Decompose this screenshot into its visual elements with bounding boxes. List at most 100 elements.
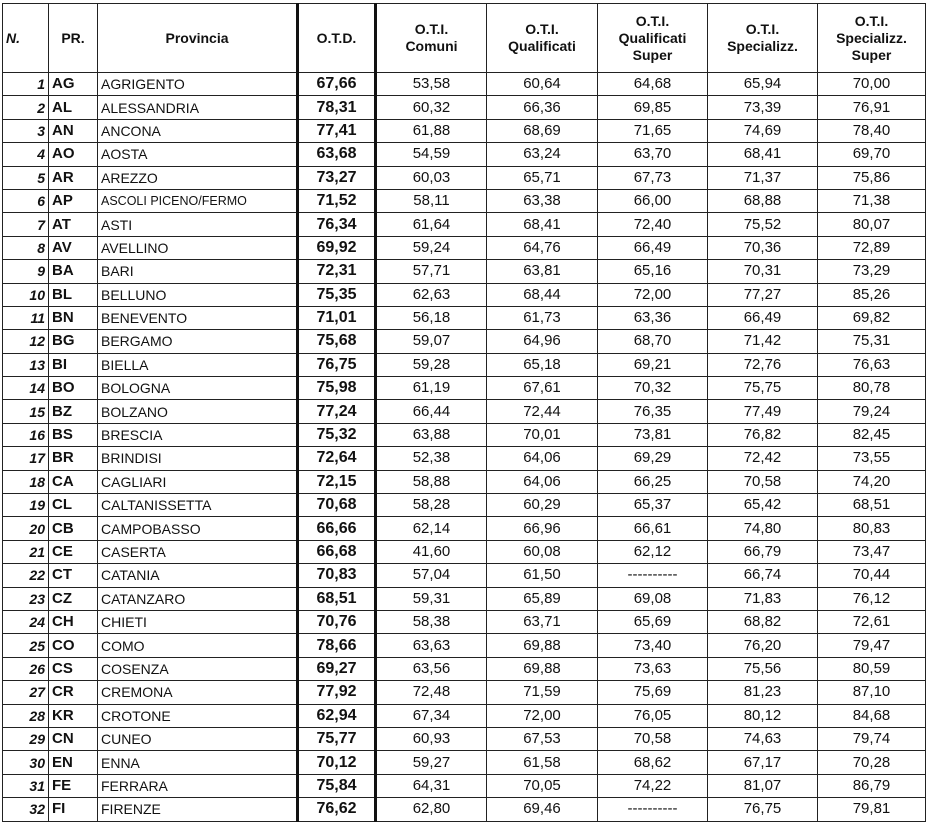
- cell-oti-specializzati-super: 85,26: [817, 282, 926, 307]
- cell-otd: 76,62: [296, 797, 377, 822]
- cell-number: 18: [2, 469, 49, 495]
- table-row: 2 AL ALESSANDRIA 78,31 60,32 66,36 69,85 73,39 7…: [2, 95, 926, 120]
- cell-province: BIELLA: [97, 352, 298, 378]
- cell-oti-qualificati-super: 75,69: [597, 680, 708, 705]
- cell-province: BRINDISI: [97, 446, 298, 471]
- cell-oti-specializzati: 73,39: [707, 95, 818, 120]
- table-row: 14 BO BOLOGNA 75,98 61,19 67,61 70,32 75,75 80,7…: [2, 376, 926, 401]
- cell-otd: 77,92: [296, 680, 377, 705]
- cell-province-code: CE: [48, 539, 98, 565]
- cell-province-code: CT: [48, 563, 98, 588]
- cell-oti-qualificati-super: 65,16: [597, 259, 708, 284]
- cell-oti-qualificati-super: 68,62: [597, 750, 708, 775]
- cell-oti-qualificati: 67,53: [486, 726, 598, 752]
- cell-province: ASTI: [97, 212, 298, 237]
- cell-oti-qualificati-super: 64,68: [597, 71, 708, 97]
- cell-province: CAGLIARI: [97, 469, 298, 495]
- cell-oti-specializzati-super: 73,55: [817, 446, 926, 471]
- cell-number: 16: [2, 422, 49, 448]
- cell-oti-specializzati: 68,41: [707, 142, 818, 167]
- cell-province: FIRENZE: [97, 797, 298, 822]
- cell-oti-qualificati: 65,71: [486, 165, 598, 190]
- cell-province: AOSTA: [97, 142, 298, 167]
- cell-oti-qualificati: 72,00: [486, 703, 598, 728]
- table-row: 13 BI BIELLA 76,75 59,28 65,18 69,21 72,76 76,63: [2, 352, 926, 378]
- cell-oti-specializzati-super: 73,47: [817, 539, 926, 565]
- cell-province: CROTONE: [97, 703, 298, 728]
- cell-oti-specializzati: 72,76: [707, 352, 818, 378]
- cell-oti-qualificati: 68,44: [486, 282, 598, 307]
- cell-oti-comuni: 59,28: [375, 352, 487, 378]
- cell-oti-specializzati-super: 68,51: [817, 493, 926, 518]
- cell-number: 27: [2, 680, 49, 705]
- cell-oti-specializzati: 68,82: [707, 609, 818, 635]
- table-row: 6 AP ASCOLI PICENO/FERMO 71,52 58,11 63,38 66,…: [2, 188, 926, 214]
- table-row: 7 AT ASTI 76,34 61,64 68,41 72,40 75,52 80,07: [2, 212, 926, 237]
- cell-oti-comuni: 41,60: [375, 539, 487, 565]
- cell-province-code: AO: [48, 142, 98, 167]
- cell-oti-specializzati: 80,12: [707, 703, 818, 728]
- cell-number: 32: [2, 797, 49, 822]
- cell-province: ASCOLI PICENO/FERMO: [97, 188, 298, 214]
- cell-province-code: AV: [48, 235, 98, 261]
- table-row: 27 CR CREMONA 77,92 72,48 71,59 75,69 81,23 87,1…: [2, 680, 926, 705]
- cell-province-code: CZ: [48, 586, 98, 611]
- cell-oti-specializzati: 76,75: [707, 797, 818, 822]
- cell-oti-qualificati-super: 72,00: [597, 282, 708, 307]
- cell-oti-qualificati-super: 63,70: [597, 142, 708, 167]
- cell-oti-specializzati-super: 75,86: [817, 165, 926, 190]
- cell-oti-specializzati: 77,27: [707, 282, 818, 307]
- cell-province-code: KR: [48, 703, 98, 728]
- cell-oti-specializzati-super: 79,74: [817, 726, 926, 752]
- cell-oti-qualificati-super: 66,49: [597, 235, 708, 261]
- cell-oti-specializzati-super: 71,38: [817, 188, 926, 214]
- cell-oti-specializzati: 66,74: [707, 563, 818, 588]
- cell-province: CATANIA: [97, 563, 298, 588]
- cell-oti-comuni: 59,31: [375, 586, 487, 611]
- cell-oti-comuni: 52,38: [375, 446, 487, 471]
- table-row: 17 BR BRINDISI 72,64 52,38 64,06 69,29 72,42 73,…: [2, 446, 926, 471]
- table-row: 9 BA BARI 72,31 57,71 63,81 65,16 70,31 73,29: [2, 259, 926, 284]
- cell-oti-qualificati-super: 66,61: [597, 516, 708, 541]
- cell-oti-qualificati-super: 69,85: [597, 95, 708, 120]
- table-row: 10 BL BELLUNO 75,35 62,63 68,44 72,00 77,27 85,2…: [2, 282, 926, 307]
- cell-number: 11: [2, 305, 49, 331]
- cell-province: CASERTA: [97, 539, 298, 565]
- cell-otd: 62,94: [296, 703, 377, 728]
- cell-oti-specializzati-super: 79,81: [817, 797, 926, 822]
- cell-oti-comuni: 58,28: [375, 493, 487, 518]
- table-row: 32 FI FIRENZE 76,62 62,80 69,46 ---------- 76,7…: [2, 797, 926, 822]
- cell-oti-specializzati-super: 80,59: [817, 656, 926, 682]
- cell-oti-comuni: 59,27: [375, 750, 487, 775]
- cell-oti-comuni: 53,58: [375, 71, 487, 97]
- header-row: N. PR. Provincia O.T.D. O.T.I. Comuni O.T.I. Qu…: [2, 3, 926, 73]
- cell-oti-specializzati: 66,79: [707, 539, 818, 565]
- cell-oti-qualificati-super: 72,40: [597, 212, 708, 237]
- cell-oti-comuni: 61,64: [375, 212, 487, 237]
- cell-otd: 77,24: [296, 399, 377, 424]
- cell-oti-specializzati-super: 70,28: [817, 750, 926, 775]
- cell-otd: 75,84: [296, 773, 377, 799]
- cell-oti-specializzati-super: 76,12: [817, 586, 926, 611]
- cell-otd: 70,76: [296, 609, 377, 635]
- cell-oti-qualificati: 63,71: [486, 609, 598, 635]
- cell-province-code: AT: [48, 212, 98, 237]
- cell-province-code: BS: [48, 422, 98, 448]
- column-header-oti-qualificati-super: O.T.I. Qualificati Super: [597, 3, 708, 73]
- cell-oti-qualificati-super: 76,35: [597, 399, 708, 424]
- cell-oti-specializzati: 71,37: [707, 165, 818, 190]
- cell-oti-comuni: 63,63: [375, 633, 487, 658]
- table-row: 15 BZ BOLZANO 77,24 66,44 72,44 76,35 77,49 79,2…: [2, 399, 926, 424]
- cell-otd: 66,66: [296, 516, 377, 541]
- cell-oti-qualificati: 68,69: [486, 118, 598, 144]
- cell-otd: 72,64: [296, 446, 377, 471]
- cell-oti-qualificati: 67,61: [486, 376, 598, 401]
- cell-oti-specializzati-super: 70,00: [817, 71, 926, 97]
- cell-oti-comuni: 63,88: [375, 422, 487, 448]
- cell-oti-specializzati: 81,07: [707, 773, 818, 799]
- cell-number: 12: [2, 329, 49, 354]
- cell-oti-specializzati-super: 72,61: [817, 609, 926, 635]
- cell-number: 19: [2, 493, 49, 518]
- cell-otd: 71,52: [296, 188, 377, 214]
- cell-oti-comuni: 60,32: [375, 95, 487, 120]
